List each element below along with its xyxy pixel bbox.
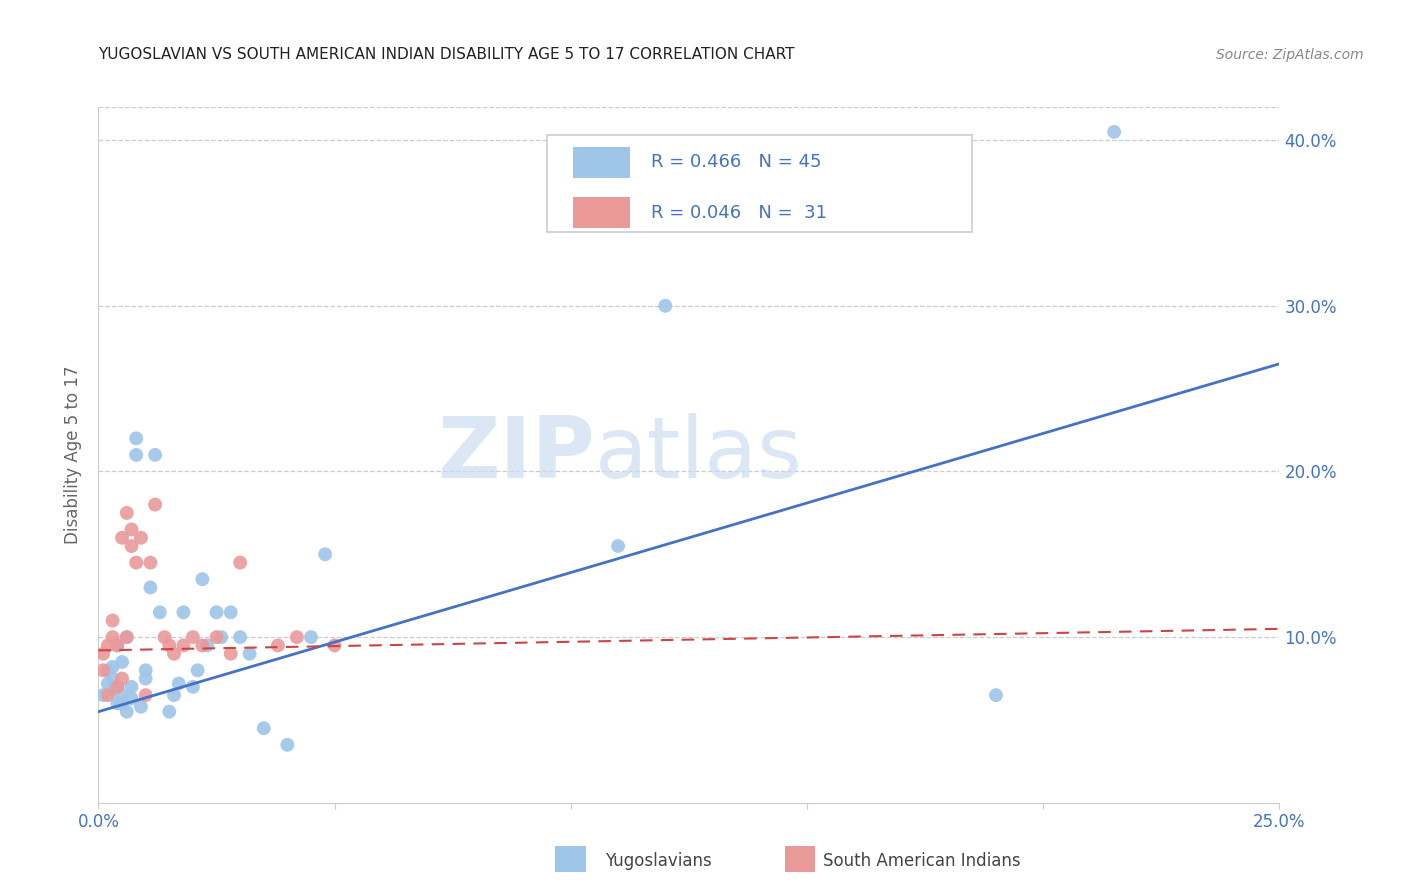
Text: Yugoslavians: Yugoslavians	[605, 852, 711, 870]
Point	[105, 680, 128, 694]
Point	[239, 647, 262, 661]
Point	[129, 699, 152, 714]
Point	[125, 448, 148, 462]
Point	[229, 556, 252, 570]
Point	[139, 581, 162, 595]
Point	[167, 676, 190, 690]
Point	[115, 630, 138, 644]
Point	[121, 691, 143, 706]
Point	[149, 605, 172, 619]
Point	[285, 630, 308, 644]
Point	[111, 697, 134, 711]
Point	[91, 688, 114, 702]
Point	[115, 705, 138, 719]
Point	[115, 506, 138, 520]
Point	[1102, 125, 1125, 139]
Point	[91, 663, 114, 677]
Point	[97, 639, 120, 653]
Point	[153, 630, 176, 644]
Point	[115, 630, 138, 644]
Point	[276, 738, 298, 752]
Point	[129, 531, 152, 545]
Point	[91, 647, 114, 661]
FancyBboxPatch shape	[574, 146, 630, 178]
Point	[195, 639, 218, 653]
Point	[157, 705, 180, 719]
Point	[101, 614, 124, 628]
Point	[135, 688, 157, 702]
Point	[97, 688, 120, 702]
Point	[111, 688, 134, 702]
Point	[191, 639, 214, 653]
Point	[323, 639, 346, 653]
Point	[187, 663, 209, 677]
Point	[97, 663, 120, 677]
Point	[219, 605, 242, 619]
Point	[314, 547, 336, 561]
Point	[172, 639, 194, 653]
Point	[654, 299, 676, 313]
Point	[253, 721, 276, 735]
Point	[97, 676, 120, 690]
Point	[135, 672, 157, 686]
Text: R = 0.046   N =  31: R = 0.046 N = 31	[651, 203, 827, 222]
FancyBboxPatch shape	[547, 135, 973, 232]
Point	[172, 605, 194, 619]
Text: ZIP: ZIP	[437, 413, 595, 497]
Point	[209, 630, 232, 644]
Point	[121, 523, 143, 537]
Text: atlas: atlas	[595, 413, 803, 497]
Point	[181, 680, 204, 694]
Point	[111, 655, 134, 669]
Point	[143, 498, 166, 512]
Point	[157, 639, 180, 653]
Point	[101, 660, 124, 674]
Point	[191, 572, 214, 586]
Point	[121, 539, 143, 553]
Point	[125, 556, 148, 570]
Point	[607, 539, 630, 553]
FancyBboxPatch shape	[574, 197, 630, 228]
Text: South American Indians: South American Indians	[823, 852, 1021, 870]
Point	[205, 630, 228, 644]
Point	[111, 672, 134, 686]
Point	[139, 556, 162, 570]
Point	[101, 672, 124, 686]
Point	[143, 448, 166, 462]
Point	[101, 630, 124, 644]
Point	[105, 639, 128, 653]
Point	[163, 647, 186, 661]
Point	[125, 431, 148, 445]
Point	[205, 605, 228, 619]
Text: YUGOSLAVIAN VS SOUTH AMERICAN INDIAN DISABILITY AGE 5 TO 17 CORRELATION CHART: YUGOSLAVIAN VS SOUTH AMERICAN INDIAN DIS…	[98, 47, 794, 62]
Point	[105, 697, 128, 711]
Text: R = 0.466   N = 45: R = 0.466 N = 45	[651, 153, 821, 171]
Point	[299, 630, 322, 644]
Point	[984, 688, 1007, 702]
Y-axis label: Disability Age 5 to 17: Disability Age 5 to 17	[65, 366, 83, 544]
Point	[105, 680, 128, 694]
Point	[135, 663, 157, 677]
Point	[229, 630, 252, 644]
Point	[219, 647, 242, 661]
Point	[101, 683, 124, 698]
Point	[111, 531, 134, 545]
Point	[121, 680, 143, 694]
Point	[181, 630, 204, 644]
Point	[105, 639, 128, 653]
Point	[163, 688, 186, 702]
Point	[267, 639, 290, 653]
Text: Source: ZipAtlas.com: Source: ZipAtlas.com	[1216, 48, 1364, 62]
